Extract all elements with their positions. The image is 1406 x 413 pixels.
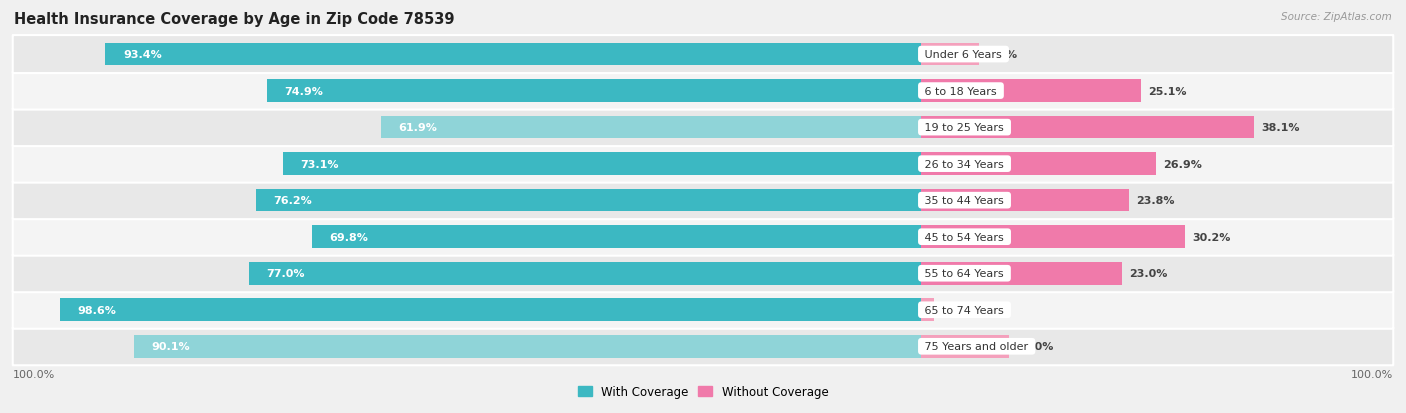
- Text: 74.9%: 74.9%: [284, 86, 323, 96]
- Text: 100.0%: 100.0%: [1351, 369, 1393, 379]
- Bar: [256, 190, 921, 212]
- Text: 19 to 25 Years: 19 to 25 Years: [921, 123, 1008, 133]
- Bar: [921, 153, 1156, 176]
- Text: 23.8%: 23.8%: [1136, 196, 1175, 206]
- FancyBboxPatch shape: [13, 145, 1393, 183]
- Bar: [249, 262, 921, 285]
- Bar: [135, 335, 921, 358]
- FancyBboxPatch shape: [13, 328, 1393, 366]
- Bar: [60, 299, 921, 321]
- Text: 69.8%: 69.8%: [329, 232, 368, 242]
- FancyBboxPatch shape: [13, 109, 1393, 147]
- Text: 65 to 74 Years: 65 to 74 Years: [921, 305, 1008, 315]
- Text: 55 to 64 Years: 55 to 64 Years: [921, 268, 1008, 278]
- Text: 90.1%: 90.1%: [152, 342, 190, 351]
- Legend: With Coverage, Without Coverage: With Coverage, Without Coverage: [572, 380, 834, 403]
- Text: 1.4%: 1.4%: [941, 305, 972, 315]
- FancyBboxPatch shape: [13, 218, 1393, 256]
- Text: 76.2%: 76.2%: [273, 196, 312, 206]
- Text: 75 Years and older: 75 Years and older: [921, 342, 1032, 351]
- Text: 23.0%: 23.0%: [1129, 268, 1167, 278]
- Bar: [921, 116, 1254, 139]
- Text: 10.0%: 10.0%: [1015, 342, 1054, 351]
- Text: 100.0%: 100.0%: [13, 369, 55, 379]
- Text: 26 to 34 Years: 26 to 34 Years: [921, 159, 1008, 169]
- Text: 35 to 44 Years: 35 to 44 Years: [921, 196, 1008, 206]
- Text: 77.0%: 77.0%: [266, 268, 305, 278]
- Bar: [381, 116, 921, 139]
- Bar: [921, 262, 1122, 285]
- Bar: [283, 153, 921, 176]
- Bar: [267, 80, 921, 103]
- Text: 30.2%: 30.2%: [1192, 232, 1230, 242]
- Text: 25.1%: 25.1%: [1147, 86, 1187, 96]
- Text: 61.9%: 61.9%: [398, 123, 437, 133]
- Text: Under 6 Years: Under 6 Years: [921, 50, 1005, 60]
- Bar: [312, 226, 921, 249]
- Text: 45 to 54 Years: 45 to 54 Years: [921, 232, 1008, 242]
- Bar: [921, 190, 1129, 212]
- Bar: [921, 80, 1140, 103]
- Text: 73.1%: 73.1%: [301, 159, 339, 169]
- FancyBboxPatch shape: [13, 72, 1393, 110]
- Text: Source: ZipAtlas.com: Source: ZipAtlas.com: [1281, 12, 1392, 22]
- Text: 6 to 18 Years: 6 to 18 Years: [921, 86, 1001, 96]
- Text: 26.9%: 26.9%: [1163, 159, 1202, 169]
- Bar: [921, 226, 1185, 249]
- Text: 6.6%: 6.6%: [986, 50, 1017, 60]
- Text: 38.1%: 38.1%: [1261, 123, 1299, 133]
- FancyBboxPatch shape: [13, 36, 1393, 74]
- Bar: [921, 44, 979, 66]
- Text: 93.4%: 93.4%: [122, 50, 162, 60]
- Text: 98.6%: 98.6%: [77, 305, 117, 315]
- FancyBboxPatch shape: [13, 255, 1393, 292]
- FancyBboxPatch shape: [13, 291, 1393, 329]
- FancyBboxPatch shape: [13, 182, 1393, 220]
- Bar: [921, 299, 934, 321]
- Bar: [921, 335, 1008, 358]
- Bar: [105, 44, 921, 66]
- Text: Health Insurance Coverage by Age in Zip Code 78539: Health Insurance Coverage by Age in Zip …: [14, 12, 454, 27]
